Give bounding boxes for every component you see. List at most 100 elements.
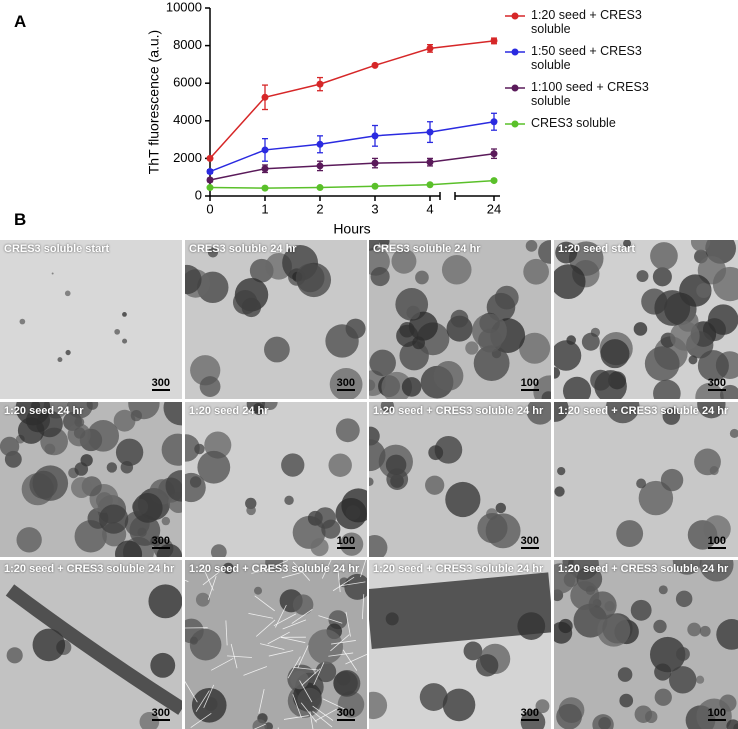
texture-blob [254,586,263,595]
texture-blob [391,248,417,274]
texture-fiber [299,680,313,703]
texture-blob [185,264,202,295]
texture-blob [341,488,367,523]
micrograph-texture [185,560,367,729]
texture-blob [696,283,712,299]
texture-blob [654,663,672,681]
texture-blob [115,438,144,466]
texture-blob [662,407,681,425]
texture-blob [369,535,388,557]
texture-blob [699,625,711,637]
texture-blob [633,322,648,336]
scale-bar: 300 [520,707,539,721]
texture-fiber [331,640,356,645]
micrograph: CRES3 soluble 24 hr 300 [185,240,367,399]
texture-fiber [202,569,223,586]
legend-item: 1:20 seed + CRES3 soluble [505,8,705,36]
data-point [261,146,269,154]
texture-blob [465,341,479,355]
texture-blob [369,349,396,377]
scale-bar: 300 [336,377,355,391]
texture-blob [519,332,551,364]
micrograph-texture [19,272,128,363]
scale-bar: 300 [151,707,170,721]
texture-blob [653,379,681,399]
micrograph-texture [554,560,738,729]
texture-blob [649,636,686,673]
texture-blob [463,641,483,661]
texture-blob [199,376,221,397]
texture-blob [0,436,20,457]
texture-fiber [312,705,334,721]
texture-blob [672,560,702,575]
texture-blob [687,622,702,637]
texture-blob [433,361,464,391]
texture-blob [419,683,448,711]
texture-blob [333,669,361,697]
texture-fiber [328,652,354,657]
micrograph-texture [369,572,551,729]
x-tick-label: 24 [487,201,501,216]
texture-blob [185,618,204,644]
texture-blob [654,290,691,326]
texture-blob [197,450,231,484]
texture-blob [207,247,219,258]
texture-blob [719,384,738,399]
micrograph-caption: 1:20 seed 24 hr [189,405,269,417]
texture-blob [699,560,734,582]
texture-fiber [337,567,341,593]
micrograph: 1:20 seed 24 hr 100 [185,402,367,557]
texture-blob [712,266,738,302]
texture-fiber [312,711,333,728]
texture-blob [165,470,182,502]
texture-blob [406,305,421,320]
texture-fiber [5,584,182,715]
texture-fiber [345,611,351,637]
texture-blob [245,497,257,510]
texture-blob [592,714,614,729]
data-point [426,181,434,189]
texture-blob [697,350,729,382]
texture-blob [344,573,367,600]
texture-blob [57,357,63,363]
data-point [490,37,498,45]
texture-blob [19,318,26,325]
texture-fiber [243,666,268,676]
texture-blob [669,666,697,694]
texture-blob [232,290,258,315]
data-point [426,158,434,166]
texture-blob [600,339,630,369]
texture-blob [638,480,674,516]
x-tick-label: 1 [261,201,268,216]
texture-blob [369,439,386,472]
x-tick-label: 3 [371,201,378,216]
texture-fiber [330,634,350,652]
micrograph-caption: 1:20 seed 24 hr [4,405,84,417]
texture-blob [99,504,129,534]
texture-blob [321,519,341,539]
micrograph-texture [5,584,182,729]
texture-blob [475,654,499,677]
texture-fiber [195,690,210,712]
texture-blob [252,719,267,729]
texture-blob [658,585,668,595]
texture-blob [709,466,719,476]
legend-marker [505,12,525,20]
texture-blob [264,336,290,363]
texture-blob [597,613,631,647]
data-point [490,177,498,185]
micrograph: CRES3 soluble 24 hr 100 [369,240,551,399]
legend-marker [505,120,525,128]
texture-blob [450,309,469,328]
texture-fiber [301,668,321,686]
texture-fiber [321,560,332,579]
y-tick-label: 4000 [173,112,202,127]
texture-blob [32,465,69,501]
texture-blob [412,336,426,350]
texture-fiber [248,613,274,619]
texture-blob [148,584,182,619]
texture-blob [71,477,93,498]
legend-item: CRES3 soluble [505,116,705,130]
texture-blob [335,418,360,443]
texture-blob [644,346,680,381]
